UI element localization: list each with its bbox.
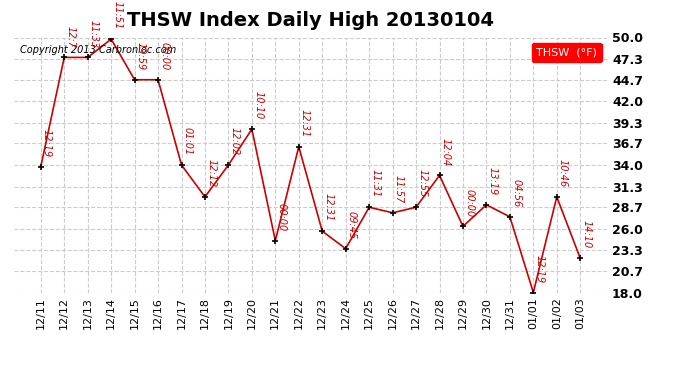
Text: 12:31: 12:31	[324, 194, 333, 222]
Text: 19:59: 19:59	[136, 42, 146, 70]
Text: 12:19: 12:19	[42, 129, 52, 157]
Text: 12:02: 12:02	[230, 127, 239, 155]
Text: 12:7: 12:7	[66, 26, 75, 48]
Text: 01:01: 01:01	[183, 127, 193, 155]
Text: Copyright 2013 Carbronioc.com: Copyright 2013 Carbronioc.com	[20, 45, 176, 55]
Text: 10:10: 10:10	[253, 92, 263, 120]
Text: 09:45: 09:45	[347, 211, 357, 239]
Text: 12:12: 12:12	[206, 159, 216, 188]
Text: 11:51: 11:51	[112, 1, 122, 30]
Text: 04:56: 04:56	[511, 179, 521, 207]
Legend: THSW  (°F): THSW (°F)	[532, 43, 602, 62]
Text: 12:55: 12:55	[417, 170, 427, 198]
Text: 00:00: 00:00	[277, 203, 286, 231]
Text: 00:00: 00:00	[464, 189, 474, 217]
Text: 11:31: 11:31	[371, 170, 380, 198]
Text: 12:04: 12:04	[441, 138, 451, 166]
Text: 11:57: 11:57	[394, 175, 404, 203]
Text: 14:10: 14:10	[582, 220, 591, 249]
Text: 10:46: 10:46	[558, 159, 568, 188]
Text: 00:00: 00:00	[159, 42, 169, 70]
Text: 13:19: 13:19	[488, 167, 497, 195]
Text: 12:19: 12:19	[535, 255, 544, 283]
Title: THSW Index Daily High 20130104: THSW Index Daily High 20130104	[127, 11, 494, 30]
Text: 12:31: 12:31	[300, 109, 310, 137]
Text: 11:33: 11:33	[89, 20, 99, 48]
